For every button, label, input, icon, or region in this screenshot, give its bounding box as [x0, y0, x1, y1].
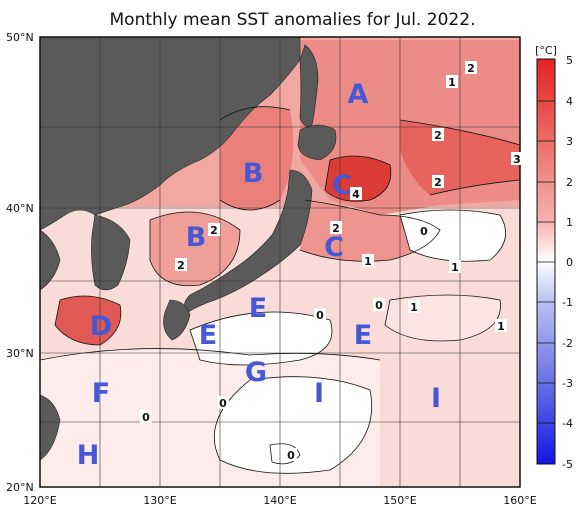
colorbar-tick: -1 [562, 296, 573, 309]
colorbar: [°C] 5 4 3 2 1 0 -1 -2 -3 -4 -5 [535, 44, 573, 471]
land-china-coast [40, 229, 61, 291]
region-label-g: G [245, 357, 267, 388]
lat-label-40: 40°N [6, 202, 34, 215]
land-taiwan [40, 394, 61, 461]
contour-label: 1 [410, 301, 418, 314]
lon-label-160: 160°E [503, 494, 536, 507]
contour-label: 1 [448, 76, 456, 89]
lat-label-50: 50°N [6, 31, 34, 44]
contour-label: 1 [364, 255, 372, 268]
warm-area-d [55, 296, 121, 345]
contour-value-labels: 2 1 2 3 2 4 2 2 2 0 1 1 0 0 1 1 0 0 0 [140, 61, 523, 462]
colorbar-tick: 3 [566, 135, 573, 148]
region-labels: A B B C C D E E E F G H I I [77, 79, 441, 471]
contour-label: 2 [434, 176, 442, 189]
colorbar-tick: -3 [562, 377, 573, 390]
contour-label: 1 [451, 261, 459, 274]
contour-label: 1 [497, 320, 505, 333]
map-title: Monthly mean SST anomalies for Jul. 2022… [109, 10, 476, 30]
warm-area-off-tohoku [300, 200, 440, 262]
contour-label: 4 [352, 188, 360, 201]
region-label-h: H [77, 440, 100, 471]
contour-label: 2 [467, 62, 475, 75]
land-hokkaido [297, 124, 337, 161]
colorbar-tick: 1 [566, 216, 573, 229]
lon-label-140: 140°E [263, 494, 296, 507]
land-korea [91, 214, 131, 291]
map-frame [39, 36, 521, 488]
contour-label: 2 [332, 222, 340, 235]
land-honshu [184, 169, 313, 313]
contour-label: 3 [513, 153, 521, 166]
colorbar-scale [536, 58, 556, 465]
land-sakhalin [299, 44, 319, 127]
contour-label: 0 [375, 299, 383, 312]
neutral-area-i [214, 376, 372, 474]
lon-label-130: 130°E [143, 494, 176, 507]
region-label-d: D [90, 311, 112, 342]
region-label-c: C [332, 170, 352, 201]
region-label-e: E [249, 293, 267, 324]
region-label-f: F [92, 378, 110, 409]
region-label-i: I [431, 383, 441, 414]
contour-label: 0 [142, 411, 150, 424]
longitude-axis: 120°E 130°E 140°E 150°E 160°E [23, 494, 536, 507]
contour-lines [40, 106, 520, 474]
region-label-a: A [348, 79, 369, 110]
lon-label-120: 120°E [23, 494, 56, 507]
region-label-b: B [186, 222, 207, 253]
lat-label-30: 30°N [6, 347, 34, 360]
colorbar-tick: 4 [566, 95, 573, 108]
colorbar-unit: [°C] [535, 44, 557, 57]
colorbar-tick: -5 [562, 458, 573, 471]
region-label-e: E [354, 320, 372, 351]
land [40, 37, 337, 461]
warm-area-japan-sea [220, 106, 294, 210]
contour-label: 2 [210, 224, 218, 237]
region-label-b: B [243, 158, 264, 189]
contour-label: 0 [287, 449, 295, 462]
colorbar-tick: 0 [566, 256, 573, 269]
colorbar-tick: -2 [562, 337, 573, 350]
contour-label: 0 [219, 397, 227, 410]
colorbar-tick: 5 [566, 54, 573, 67]
contour-label: 0 [420, 225, 428, 238]
region-label-c: C [324, 232, 344, 263]
lat-label-20: 20°N [6, 481, 34, 494]
contour-label: 2 [177, 259, 185, 272]
region-label-i: I [314, 378, 324, 409]
region-label-e: E [199, 320, 217, 351]
colorbar-tick: -4 [562, 417, 573, 430]
warm-core-c [325, 156, 391, 202]
contour-label: 2 [434, 129, 442, 142]
lon-label-150: 150°E [383, 494, 416, 507]
land-kyushu [163, 299, 191, 341]
contour-label: 0 [316, 309, 324, 322]
colorbar-tick: 2 [566, 176, 573, 189]
latitude-axis: 50°N 40°N 30°N 20°N [6, 31, 34, 494]
